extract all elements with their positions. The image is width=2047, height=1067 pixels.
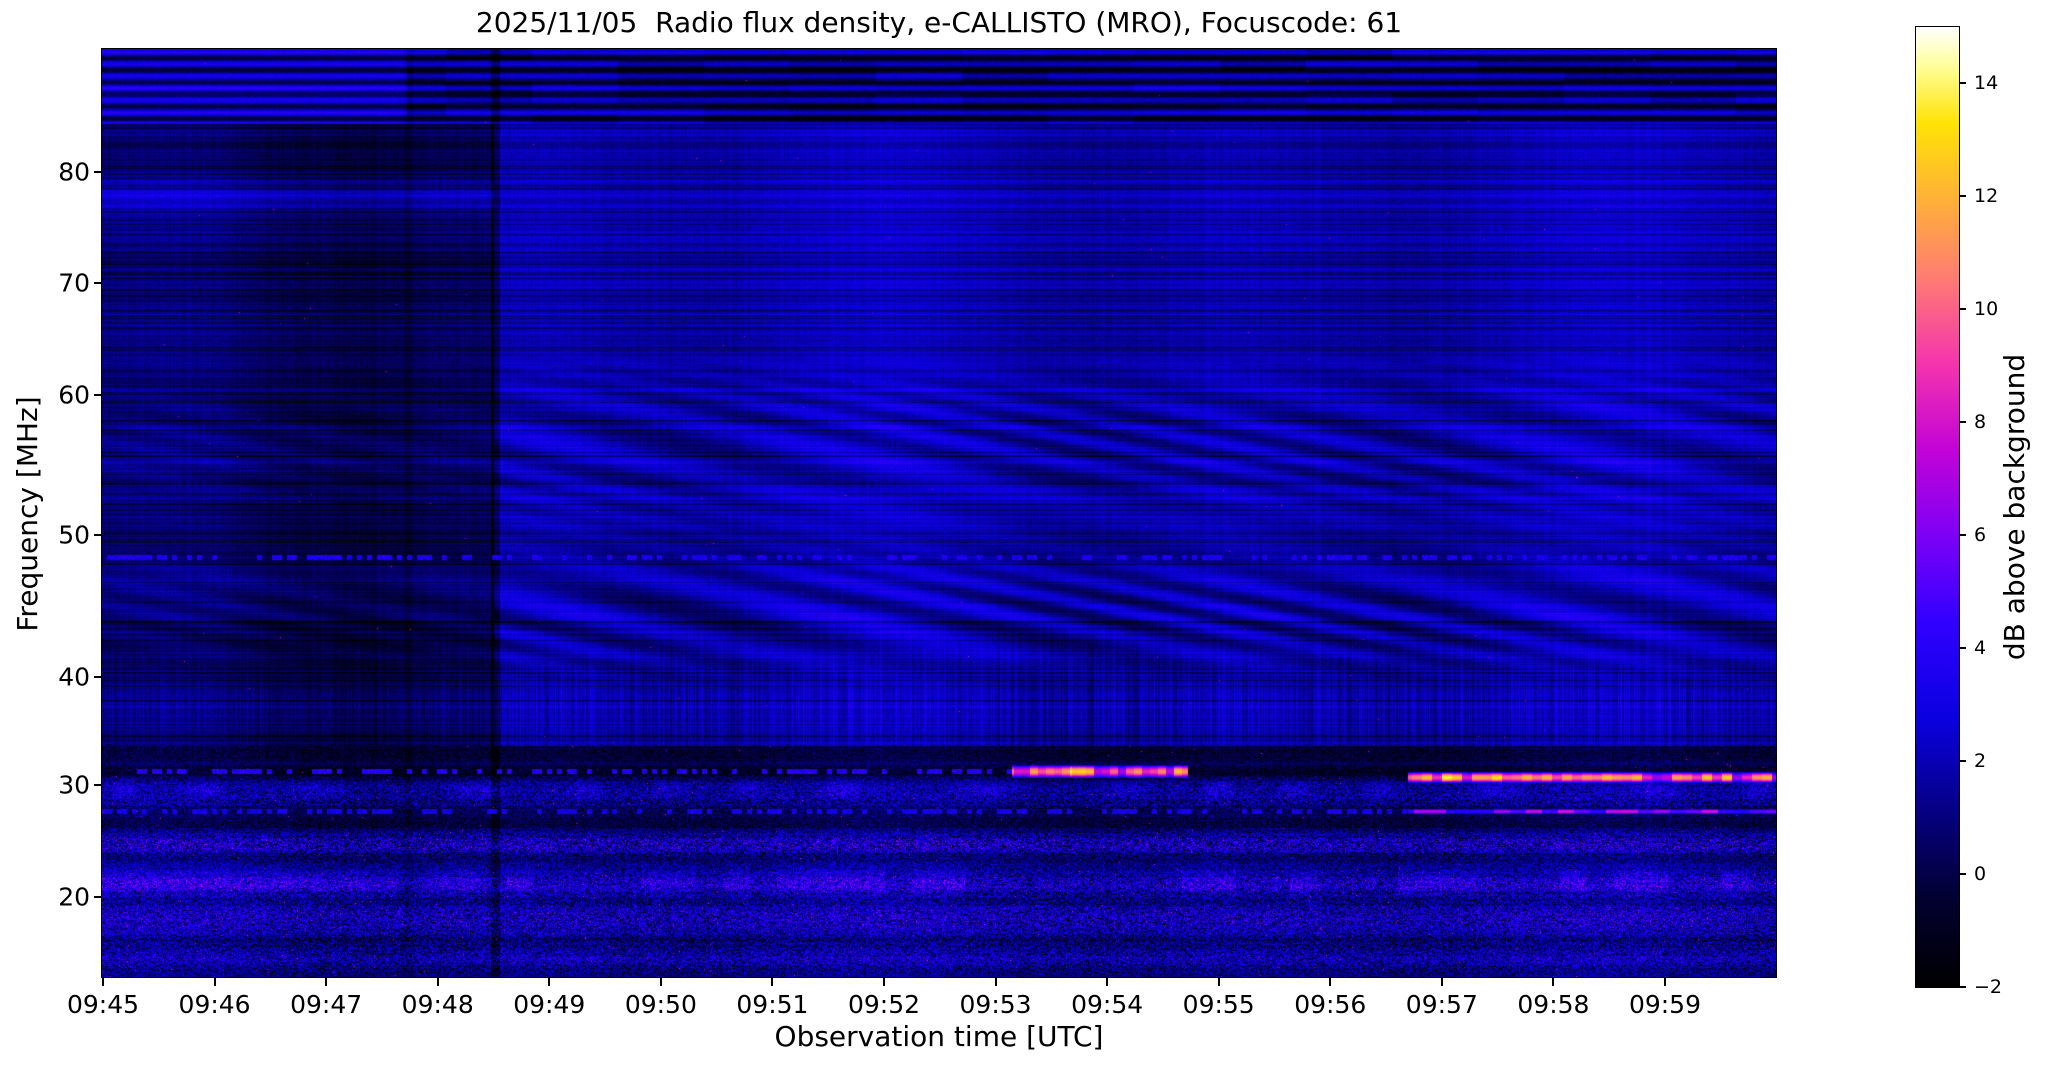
colorbar-tick-label: 4 [1974, 637, 1987, 660]
x-tick-mark [102, 978, 104, 986]
y-tick-label: 40 [58, 662, 90, 692]
colorbar-tick-mark [1960, 760, 1966, 763]
x-tick-mark [1106, 978, 1109, 986]
x-tick-mark [436, 978, 439, 986]
x-tick-mark [994, 978, 997, 986]
x-tick-mark [882, 978, 885, 986]
x-tick-label: 09:55 [1182, 990, 1255, 1019]
x-tick-label: 09:56 [1294, 990, 1367, 1019]
colorbar-tick-label: 6 [1974, 524, 1987, 547]
colorbar-tick-mark [1960, 647, 1966, 650]
x-tick-label: 09:59 [1628, 990, 1701, 1019]
y-tick-mark [94, 783, 102, 786]
x-tick-mark [771, 978, 774, 986]
colorbar-gradient [1916, 27, 1959, 987]
x-axis-label: Observation time [UTC] [774, 1020, 1104, 1053]
colorbar-tick-mark [1960, 195, 1966, 198]
y-tick-label: 70 [58, 268, 90, 298]
colorbar-tick-label: 14 [1974, 72, 1999, 95]
y-tick-mark [94, 533, 102, 536]
x-tick-label: 09:48 [401, 990, 474, 1019]
y-tick-mark [94, 675, 102, 678]
colorbar-tick-mark [1960, 534, 1966, 537]
x-tick-label: 09:46 [178, 990, 251, 1019]
colorbar-tick-label: 8 [1974, 411, 1987, 434]
x-tick-label: 09:53 [959, 990, 1032, 1019]
y-tick-mark [94, 394, 102, 397]
y-tick-mark [94, 282, 102, 285]
x-tick-label: 09:57 [1405, 990, 1478, 1019]
y-tick-label: 20 [58, 882, 90, 912]
colorbar-tick-label: 12 [1974, 185, 1999, 208]
x-tick-mark [325, 978, 328, 986]
colorbar-tick-label: −2 [1974, 976, 2003, 998]
y-tick-label: 30 [58, 770, 90, 800]
colorbar-tick-mark [1960, 986, 1966, 988]
y-axis-label: Frequency [MHz] [11, 396, 44, 632]
plot-area [101, 48, 1777, 978]
y-tick-label: 60 [58, 380, 90, 410]
x-tick-label: 09:49 [513, 990, 586, 1019]
x-tick-mark [1217, 978, 1220, 986]
x-tick-mark [1663, 978, 1666, 986]
colorbar-tick-label: 2 [1974, 750, 1987, 773]
y-tick-mark [94, 895, 102, 898]
x-tick-mark [1552, 978, 1555, 986]
x-tick-mark [213, 978, 216, 986]
y-tick-mark [94, 171, 102, 174]
colorbar-tick-label: 0 [1974, 863, 1987, 886]
x-tick-mark [659, 978, 662, 986]
x-tick-label: 09:50 [624, 990, 697, 1019]
x-tick-mark [1329, 978, 1332, 986]
spectrogram-canvas [102, 49, 1776, 977]
x-tick-label: 09:51 [736, 990, 809, 1019]
x-tick-mark [1440, 978, 1443, 986]
x-tick-label: 09:45 [66, 990, 140, 1019]
y-tick-label: 80 [58, 157, 90, 187]
x-tick-label: 09:47 [290, 990, 363, 1019]
colorbar-label: dB above background [1998, 353, 2031, 661]
colorbar-tick-mark [1960, 421, 1966, 424]
y-tick-label: 50 [58, 520, 90, 550]
colorbar-tick-mark [1960, 873, 1966, 876]
colorbar-tick-mark [1960, 82, 1966, 85]
colorbar-tick-mark [1960, 308, 1966, 311]
x-tick-label: 09:52 [847, 990, 921, 1019]
colorbar [1915, 26, 1960, 988]
x-tick-label: 09:54 [1071, 990, 1144, 1019]
colorbar-tick-label: 10 [1974, 298, 1999, 321]
plot-title: 2025/11/05 Radio flux density, e-CALLIST… [475, 6, 1403, 39]
x-tick-label: 09:58 [1517, 990, 1590, 1019]
x-tick-mark [548, 978, 551, 986]
